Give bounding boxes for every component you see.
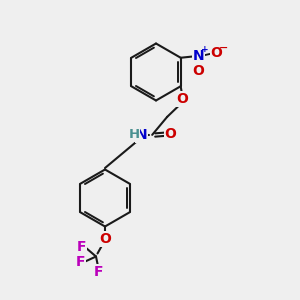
Text: O: O — [164, 127, 176, 141]
Text: F: F — [77, 240, 86, 254]
Text: +: + — [202, 45, 209, 54]
Text: O: O — [211, 46, 223, 60]
Text: F: F — [76, 255, 85, 269]
Text: N: N — [193, 49, 205, 63]
Text: O: O — [99, 232, 111, 246]
Text: O: O — [193, 64, 205, 78]
Text: N: N — [135, 128, 147, 142]
Text: H: H — [129, 128, 140, 141]
Text: −: − — [219, 43, 228, 53]
Text: F: F — [94, 265, 103, 279]
Text: O: O — [176, 92, 188, 106]
